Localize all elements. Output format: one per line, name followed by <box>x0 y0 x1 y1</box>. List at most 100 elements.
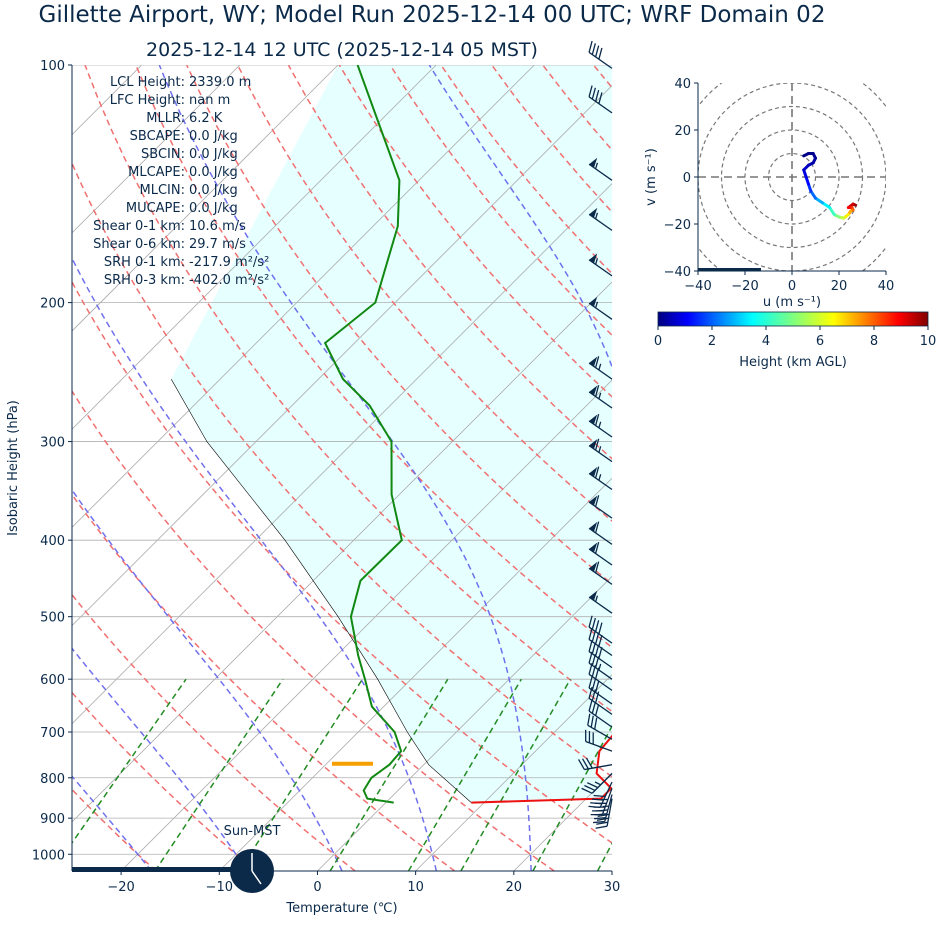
mixing-ratio-line <box>72 678 187 845</box>
barb-full <box>591 798 604 801</box>
wind-barb <box>588 542 613 566</box>
barb-shaft <box>604 794 613 822</box>
mixing-ratio-line <box>238 678 364 871</box>
dry-adiabat <box>72 593 356 871</box>
barb-flag <box>589 157 598 168</box>
stats-key: MLCAPE: <box>128 165 185 180</box>
barb-half <box>598 474 602 481</box>
barb-shaft <box>584 764 613 771</box>
barb-full <box>592 810 604 812</box>
barb-shaft <box>588 673 613 691</box>
barb-half <box>594 595 599 602</box>
barb-flag <box>589 439 598 449</box>
barb-flag <box>589 561 598 572</box>
isotherm <box>120 379 612 871</box>
hodo-inner <box>698 83 886 271</box>
barb-half <box>594 162 599 170</box>
y-tick-label: 200 <box>40 297 65 312</box>
barb-full <box>594 620 600 632</box>
stats-key: LCL Height: <box>110 75 185 90</box>
barb-shaft <box>587 724 613 740</box>
barb-full <box>594 414 600 426</box>
x-tick-label: 0 <box>313 880 321 895</box>
barb-shaft <box>588 51 613 69</box>
wind-barb <box>588 85 613 114</box>
barb-shaft <box>588 638 613 657</box>
barb-full <box>584 784 596 792</box>
dry-adiabat <box>695 65 936 871</box>
barb-half <box>594 301 599 309</box>
hodo-ring <box>720 105 864 249</box>
x-tick-label: 10 <box>407 880 424 895</box>
barb-shaft <box>588 548 613 566</box>
stats-key: Shear 0-6 km: <box>93 237 185 252</box>
hodo-x-tick-label: −20 <box>731 279 758 294</box>
barb-flag <box>589 414 598 425</box>
chart-title: Gillette Airport, WY; Model Run 2025-12-… <box>39 2 826 28</box>
barb-full <box>596 817 609 821</box>
barb-flag <box>589 590 598 601</box>
hodo-x-tick-label: 0 <box>788 279 796 294</box>
wind-barb <box>578 757 613 771</box>
barb-half <box>598 392 602 400</box>
colorbar-tick-label: 0 <box>654 334 662 349</box>
barb-half <box>598 446 602 453</box>
barb-shaft <box>588 687 613 705</box>
wind-barb <box>588 385 613 409</box>
barb-full <box>588 699 593 712</box>
barb-full <box>594 561 600 574</box>
barb-full <box>593 794 606 798</box>
moist-adiabat <box>72 256 438 871</box>
barb-full <box>594 495 600 507</box>
isotherm <box>72 65 142 136</box>
colorbar-label: Height (km AGL) <box>739 355 847 370</box>
wind-barb <box>588 699 613 728</box>
stats-value: 10.6 m/s <box>189 219 246 234</box>
stats-key: SRH 0-1 km: <box>104 255 185 270</box>
stats-key: MLCIN: <box>140 183 185 198</box>
hodo-y-tick-label: 20 <box>674 124 691 139</box>
stats-key: MLLR: <box>146 111 185 126</box>
barb-half <box>598 421 602 429</box>
mixing-ratio-line <box>407 678 522 871</box>
hodo-y-tick-label: 0 <box>683 171 691 186</box>
y-tick-label: 300 <box>40 436 65 451</box>
barb-full <box>591 678 597 691</box>
hodo-y-tick-label: −20 <box>664 218 691 233</box>
colorbar-tick-label: 10 <box>920 334 936 349</box>
hodo-x-label: u (m s⁻¹) <box>763 295 821 310</box>
barb-flag <box>589 253 598 264</box>
barb-full <box>594 45 600 58</box>
stats-value: 2339.0 m <box>189 75 251 90</box>
wind-barb <box>588 676 613 705</box>
barb-flag <box>589 542 598 553</box>
isotherm <box>72 65 241 234</box>
colorbar: 0 2 4 6 8 10 Height (km AGL) <box>654 311 936 370</box>
barb-flag <box>589 296 598 307</box>
y-tick-label: 1000 <box>32 848 65 863</box>
barb-full <box>598 622 603 635</box>
barb-full <box>585 729 587 742</box>
stats-key: Shear 0-1 km: <box>93 219 185 234</box>
barb-full <box>594 356 600 368</box>
isotherm <box>72 65 535 528</box>
dry-adiabat <box>72 788 157 871</box>
skewt-reference-lines <box>72 65 936 871</box>
wind-barb <box>588 296 613 320</box>
mixing-ratio-line <box>329 678 449 871</box>
isotherm <box>218 477 612 871</box>
y-tick-label: 800 <box>40 772 65 787</box>
stats-value: -402.0 m²/s² <box>189 273 269 288</box>
skewt-profiles <box>170 65 612 804</box>
mixing-ratio-line <box>154 678 284 871</box>
isotherm <box>72 281 612 823</box>
barb-full <box>581 787 593 794</box>
y-tick-label: 100 <box>40 59 65 74</box>
wind-barb <box>588 627 613 657</box>
temperature-line <box>471 734 612 804</box>
barb-half <box>598 363 602 371</box>
barb-full <box>598 92 603 104</box>
barb-full <box>598 646 603 659</box>
y-axis-label: Isobaric Height (hPa) <box>6 400 21 536</box>
